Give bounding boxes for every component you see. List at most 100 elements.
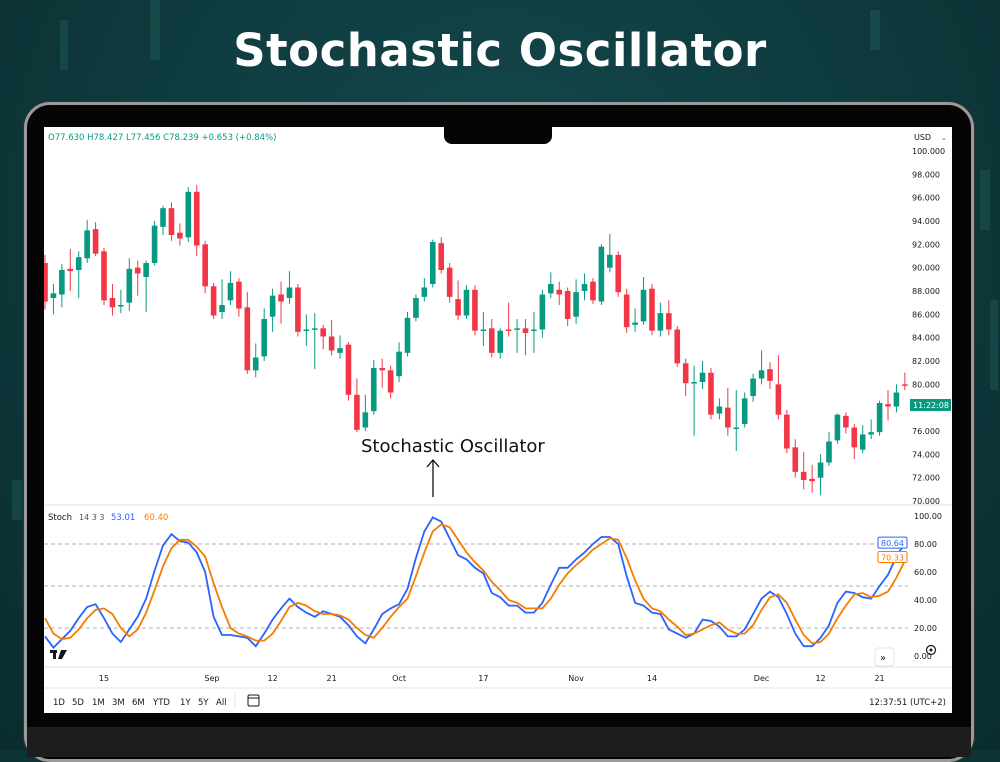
candle-body (775, 384, 782, 415)
candle-body (370, 368, 377, 412)
candle-body (859, 434, 866, 450)
candle (261, 308, 267, 362)
candle (623, 288, 630, 334)
stoch-k-line (44, 516, 906, 649)
candle-body (362, 412, 369, 428)
candle (851, 424, 858, 460)
candle (539, 289, 546, 338)
range-button-all[interactable]: All (216, 698, 227, 708)
range-button-1d[interactable]: 1D (53, 698, 65, 708)
range-button-6m[interactable]: 6M (132, 698, 145, 708)
currency-select[interactable]: USD ⌄ (914, 133, 947, 142)
time-axis[interactable]: 15 Sep 12 21 Oct 17 Nov 14 Dec 12 21 (99, 674, 885, 683)
price-tick-label: 94.000 (912, 217, 940, 226)
candle (295, 284, 301, 337)
candle-body (800, 471, 807, 481)
candle (101, 247, 107, 306)
candle-body (488, 328, 495, 353)
price-tick-label: 90.000 (912, 264, 940, 273)
candle (413, 294, 419, 322)
candle-body (623, 294, 630, 328)
stoch-pane: 100.00 80.00 60.00 40.00 20.00 0.00 80.64 70.33 (44, 512, 942, 661)
time-tick-label: 17 (478, 674, 488, 683)
candle (236, 278, 242, 317)
chart-settings-button[interactable] (925, 644, 937, 656)
candle-body (733, 427, 740, 430)
range-button-5y[interactable]: 5Y (198, 698, 209, 708)
candle (556, 281, 563, 306)
time-tick-label: 21 (874, 674, 884, 683)
candle-body (817, 462, 824, 478)
candle (632, 308, 638, 332)
candle (118, 289, 124, 314)
background-candle (990, 300, 998, 390)
stoch-legend[interactable]: Stoch 14 3 3 53.01 60.40 (48, 513, 168, 523)
candle-body (792, 447, 799, 472)
candle-body (421, 287, 428, 297)
candle-body (303, 329, 310, 332)
candle (59, 264, 65, 308)
candle-body (311, 328, 318, 330)
candle-body (126, 268, 133, 303)
candle-body (193, 191, 200, 246)
candle-body (598, 246, 605, 302)
goto-date-button[interactable] (247, 694, 260, 707)
candle (488, 319, 495, 358)
candle (320, 324, 326, 350)
candle-body (767, 369, 773, 381)
candle-body (463, 289, 470, 316)
time-tick-label: 12 (268, 674, 278, 683)
candle (202, 240, 208, 294)
price-tick-label: 70.000 (912, 497, 940, 506)
candle-body (44, 263, 48, 302)
candle (607, 233, 613, 273)
range-button-1y[interactable]: 1Y (180, 698, 191, 708)
candle-body (151, 225, 158, 264)
candle (244, 292, 251, 374)
candle-body (885, 404, 891, 407)
candle-body (480, 329, 487, 332)
candle-body (505, 329, 512, 332)
candle (876, 400, 883, 436)
candle (691, 365, 697, 436)
scroll-to-realtime-button[interactable]: » (874, 647, 895, 667)
candle-body (109, 298, 116, 308)
candle-body (269, 295, 276, 317)
candle-body (236, 281, 242, 309)
candle-body (101, 251, 107, 301)
candle (699, 361, 706, 390)
range-button-3m[interactable]: 3M (112, 698, 125, 708)
candle (92, 222, 99, 257)
candle (67, 249, 74, 292)
candle-body (556, 289, 563, 295)
candle-body (514, 328, 520, 330)
candle (160, 205, 166, 236)
range-button-1m[interactable]: 1M (92, 698, 105, 708)
candle-body (657, 313, 664, 331)
candle-body (590, 281, 596, 301)
candle (573, 279, 579, 324)
range-button-ytd[interactable]: YTD (152, 698, 170, 708)
stoch-d-last-badge (877, 551, 908, 564)
candle-body (632, 322, 638, 325)
candle (252, 343, 259, 378)
clock-timezone[interactable]: 12:37:51 (UTC+2) (869, 698, 946, 708)
candle (278, 281, 284, 324)
candle-body (379, 368, 385, 371)
candle (345, 342, 352, 401)
candle (438, 237, 445, 274)
double-chevron-right-icon: » (880, 653, 886, 664)
candle (885, 390, 891, 421)
candle-body (472, 289, 478, 331)
stoch-d-last: 70.33 (881, 554, 904, 563)
candle (387, 365, 394, 399)
candle-body (893, 392, 900, 407)
candle-body (67, 268, 74, 272)
candle (682, 358, 689, 397)
range-button-5d[interactable]: 5D (72, 698, 84, 708)
candle-body (286, 287, 293, 299)
background-candle (980, 170, 990, 230)
candle-body (843, 415, 849, 428)
chart-canvas[interactable]: 100.000 98.000 96.000 94.000 92.000 90.000 88.… (44, 127, 952, 713)
tradingview-logo[interactable] (50, 650, 67, 659)
